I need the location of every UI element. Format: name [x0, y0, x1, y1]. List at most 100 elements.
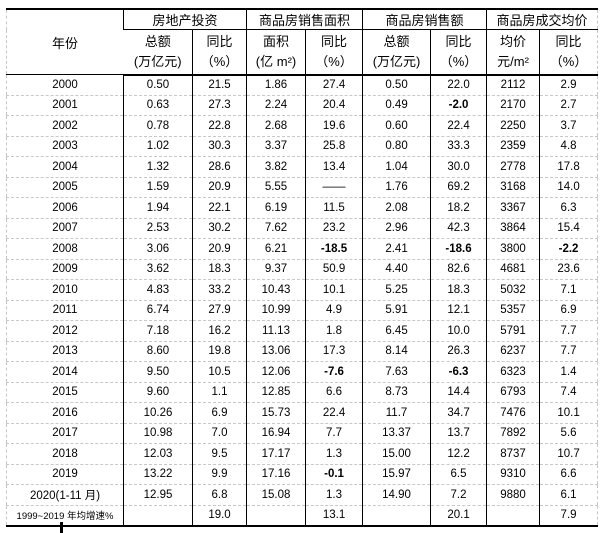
data-cell: 33.2	[191, 279, 247, 300]
data-cell: 8737	[486, 443, 540, 464]
data-cell: 12.85	[246, 381, 306, 403]
table-row: 2011 6.74 27.9 10.99 4.9 5.91 12.1 5357 6.9	[6, 299, 598, 321]
subheader-line1: 均价	[500, 33, 527, 49]
data-cell: 5791	[486, 320, 540, 341]
data-cell: 13.37	[362, 422, 431, 444]
data-cell: 7.1	[539, 279, 598, 300]
table-row: 2001 0.63 27.3 2.24 20.4 0.49 -2.0 2170 2.7	[6, 94, 598, 116]
table-row: 2008 3.06 20.9 6.21 -18.5 2.41 -18.6 3800 -2.2	[6, 238, 598, 259]
table-row: 2006 1.94 22.1 6.19 11.5 2.08 18.2 3367 6.3	[6, 197, 598, 218]
data-cell: 23.6	[539, 258, 598, 280]
data-cell: 2778	[486, 156, 540, 177]
subheader-line2: （%）	[315, 53, 353, 69]
header-sub-row: 总额 (万亿元) 同比 （%） 面积 (亿 m²) 同比 （%） 总额 (万亿元…	[7, 29, 598, 76]
data-cell: 6.3	[539, 197, 598, 218]
data-cell: 13.7	[430, 422, 487, 444]
group-header-avg-price: 商品房成交均价	[486, 9, 598, 30]
data-cell: 0.60	[362, 115, 431, 136]
data-cell: 2.96	[362, 217, 431, 239]
data-cell: 19.6	[305, 115, 363, 136]
text-caret	[60, 522, 63, 533]
group-header-investment: 房地产投资	[122, 9, 247, 30]
data-cell: 12.03	[123, 443, 193, 464]
data-cell: 6.9	[539, 299, 598, 321]
year-cell: 2006	[6, 197, 124, 218]
subheader-line2: 元/m²	[497, 53, 529, 69]
data-cell: 14.90	[362, 484, 431, 505]
data-cell: 26.3	[430, 340, 487, 362]
table-row: 2007 2.53 30.2 7.62 23.2 2.96 42.3 3864 15.4	[6, 217, 598, 239]
data-cell: 17.8	[539, 156, 598, 177]
data-cell: 13.06	[246, 340, 306, 362]
summary-row: 1999~2019 年均增速% 19.0 13.1 20.1 7.9	[6, 504, 598, 526]
data-cell: 3.82	[246, 156, 306, 177]
data-cell: 19.8	[191, 340, 247, 362]
data-cell: 30.0	[430, 156, 487, 177]
data-cell: 0.49	[362, 94, 431, 116]
data-cell: 10.26	[123, 402, 193, 423]
subheader-line1: 同比	[206, 33, 233, 49]
data-cell: 8.73	[362, 381, 431, 403]
data-cell: 0.80	[362, 135, 431, 157]
subheader-line2: (万亿元)	[133, 53, 182, 69]
year-cell: 2000	[6, 74, 124, 95]
data-cell: 11.7	[362, 402, 431, 423]
subheader-investment-yoy: 同比 （%）	[191, 29, 247, 76]
data-cell: 23.2	[305, 217, 363, 239]
data-cell: 20.9	[191, 238, 247, 259]
table-row: 2002 0.78 22.8 2.68 19.6 0.60 22.4 2250 3.7	[6, 115, 598, 136]
year-cell: 2004	[6, 156, 124, 177]
data-cell: 17.17	[246, 443, 306, 464]
data-cell: 0.50	[362, 74, 431, 95]
data-cell: -18.6	[430, 238, 487, 259]
data-cell: 3168	[486, 176, 540, 198]
table-row: 2009 3.62 18.3 9.37 50.9 4.40 82.6 4681 23.6	[6, 258, 598, 280]
data-cell: 1.8	[305, 320, 363, 341]
data-cell: 15.00	[362, 443, 431, 464]
data-cell: 2.41	[362, 238, 431, 259]
subheader-line1: 同比	[321, 33, 348, 49]
subheader-line1: 同比	[555, 33, 582, 49]
year-cell: 2012	[6, 320, 124, 341]
data-cell: 5032	[486, 279, 540, 300]
data-cell: 6.1	[539, 484, 598, 505]
year-cell: 2011	[6, 299, 124, 321]
data-cell: 15.73	[246, 402, 306, 423]
data-cell: 7.0	[191, 422, 247, 444]
data-cell: 10.5	[191, 361, 247, 382]
data-cell: 6.74	[123, 299, 193, 321]
data-cell: 13.4	[305, 156, 363, 177]
data-cell: 4.83	[123, 279, 193, 300]
data-cell: 15.08	[246, 484, 306, 505]
data-cell: 4.8	[539, 135, 598, 157]
data-cell: 28.6	[191, 156, 247, 177]
data-cell: 6.45	[362, 320, 431, 341]
data-cell: 10.7	[539, 443, 598, 464]
data-cell: 25.8	[305, 135, 363, 157]
data-cell: 11.13	[246, 320, 306, 341]
group-header-sales-amount: 商品房销售额	[362, 9, 487, 30]
data-cell: 3.62	[123, 258, 193, 280]
data-cell: 2.53	[123, 217, 193, 239]
data-cell: 27.3	[191, 94, 247, 116]
data-cell: 20.4	[305, 94, 363, 116]
subheader-area-yoy: 同比 （%）	[305, 29, 363, 76]
year-cell: 2018	[6, 443, 124, 464]
data-cell: 11.5	[305, 197, 363, 218]
data-cell: 1.86	[246, 74, 306, 95]
data-cell: 5357	[486, 299, 540, 321]
data-cell: 30.2	[191, 217, 247, 239]
subheader-line1: 总额	[144, 33, 171, 49]
data-cell: 4681	[486, 258, 540, 280]
data-cell: 17.3	[305, 340, 363, 362]
data-cell: 6.21	[246, 238, 306, 259]
data-cell: 5.25	[362, 279, 431, 300]
header-group-row: 年份 房地产投资 商品房销售面积 商品房销售额 商品房成交均价	[6, 9, 598, 75]
data-cell: 3.37	[246, 135, 306, 157]
data-cell: 7.18	[123, 320, 193, 341]
data-cell: 7476	[486, 402, 540, 423]
table-row: 2005 1.59 20.9 5.55 —— 1.76 69.2 3168 14.0	[6, 176, 598, 198]
data-cell: 9.5	[191, 443, 247, 464]
data-cell: 6.6	[539, 463, 598, 485]
data-cell: 27.4	[305, 74, 363, 95]
